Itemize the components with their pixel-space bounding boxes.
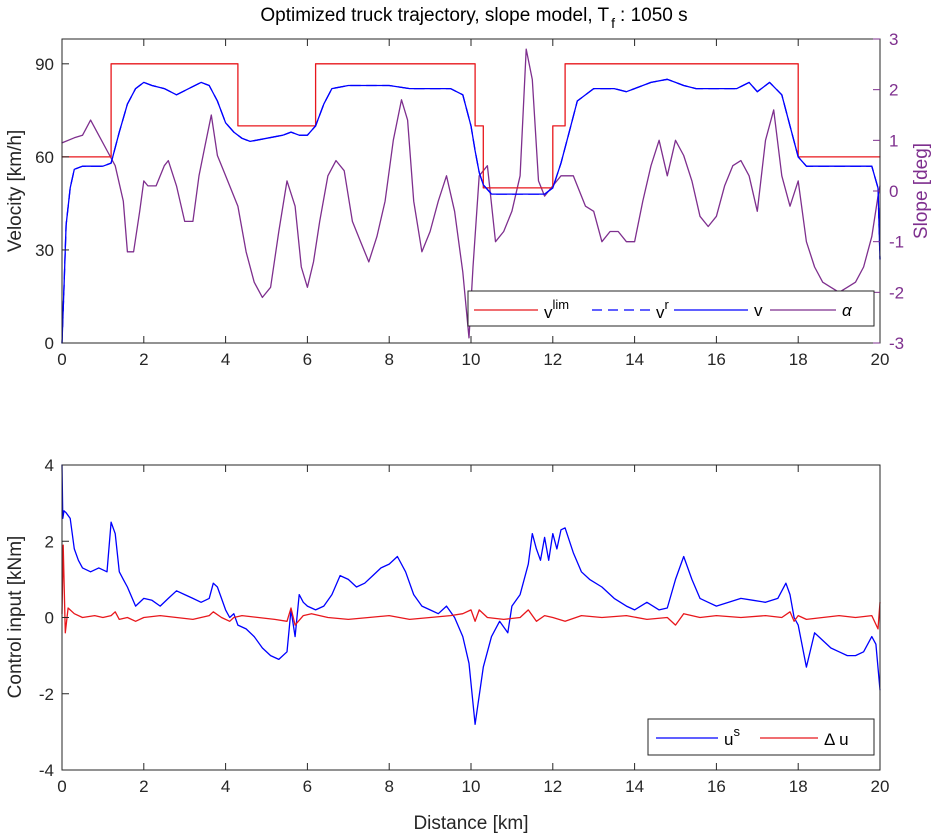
- slope-ytick-label: -1: [889, 233, 904, 252]
- velocity-series-series-line: [61, 48, 881, 339]
- velocity-ylabel: Velocity [km/h]: [5, 130, 26, 253]
- velocity-x-ticks: 0 2 4 6 8 10 12 14 16 18 20: [57, 39, 889, 369]
- slope-ytick-label: 1: [889, 131, 898, 150]
- slope-ytick-label: 0: [889, 182, 898, 201]
- velocity-series-v-line: [61, 78, 881, 344]
- control-xtick-label: 20: [871, 777, 890, 796]
- slope-y-ticks: -3 -2 -1 0 1 2 3: [873, 30, 904, 353]
- control-series-u-s-line: [61, 464, 881, 725]
- control-ytick-label: 2: [45, 532, 54, 551]
- control-xtick-label: 8: [384, 777, 393, 796]
- velocity-xtick-label: 10: [462, 350, 481, 369]
- control-xtick-label: 16: [707, 777, 726, 796]
- velocity-ytick-label: 0: [45, 334, 54, 353]
- velocity-xtick-label: 18: [789, 350, 808, 369]
- velocity-series-group: [61, 48, 881, 344]
- velocity-ytick-label: 60: [35, 148, 54, 167]
- control-y-ticks: -4 -2 0 2 4: [39, 456, 69, 780]
- velocity-xtick-label: 8: [384, 350, 393, 369]
- legend-label-alpha: α: [842, 301, 853, 320]
- control-xtick-label: 12: [543, 777, 562, 796]
- velocity-xtick-label: 16: [707, 350, 726, 369]
- velocity-xtick-label: 0: [57, 350, 66, 369]
- velocity-ytick-label: 90: [35, 55, 54, 74]
- control-legend-box: [647, 718, 875, 756]
- slope-ytick-label: 2: [889, 81, 898, 100]
- control-legend: us Δ u: [647, 718, 875, 756]
- control-xlabel: Distance [km]: [413, 813, 528, 834]
- velocity-xtick-label: 12: [543, 350, 562, 369]
- control-xtick-label: 4: [221, 777, 230, 796]
- control-ytick-label: -2: [39, 685, 54, 704]
- slope-ytick-label: -3: [889, 334, 904, 353]
- chart-title-subscript: f: [611, 15, 615, 31]
- control-ytick-label: 0: [45, 609, 54, 628]
- velocity-legend-box: [467, 290, 875, 327]
- control-xtick-label: 6: [303, 777, 312, 796]
- slope-ytick-label: 3: [889, 30, 898, 49]
- velocity-y-ticks: 0 30 60 90: [35, 55, 69, 353]
- velocity-series-v-lim-line: [61, 63, 881, 189]
- control-xtick-label: 14: [625, 777, 644, 796]
- control-ytick-label: -4: [39, 761, 54, 780]
- velocity-xtick-label: 2: [139, 350, 148, 369]
- velocity-legend: vlim vr v α: [467, 290, 875, 327]
- chart-title: Optimized truck trajectory, slope model,…: [260, 5, 687, 31]
- velocity-xtick-label: 6: [303, 350, 312, 369]
- velocity-xtick-label: 14: [625, 350, 644, 369]
- control-input-plot: 0 2 4 6 8 10 12 14 16 18 20 -4 -2 0 2 4 Control input …: [5, 456, 889, 834]
- slope-ylabel: Slope [deg]: [911, 143, 932, 239]
- control-xtick-label: 2: [139, 777, 148, 796]
- legend-label-v: v: [754, 301, 763, 320]
- velocity-xtick-label: 20: [871, 350, 890, 369]
- control-ytick-label: 4: [45, 456, 54, 475]
- control-series-group: [61, 464, 881, 725]
- legend-label-vlim: vlim: [544, 297, 569, 322]
- chart-title-suffix: : 1050 s: [620, 5, 688, 26]
- velocity-xtick-label: 4: [221, 350, 230, 369]
- legend-label-us: us: [724, 724, 740, 749]
- control-series-u-line: [61, 544, 881, 634]
- control-xtick-label: 0: [57, 777, 66, 796]
- legend-label-du: Δ u: [824, 730, 849, 749]
- control-xtick-label: 10: [462, 777, 481, 796]
- chart-title-main: Optimized truck trajectory, slope model,…: [260, 5, 609, 26]
- control-xtick-label: 18: [789, 777, 808, 796]
- velocity-ytick-label: 30: [35, 241, 54, 260]
- control-x-ticks: 0 2 4 6 8 10 12 14 16 18 20: [57, 465, 889, 796]
- control-ylabel: Control input [kNm]: [5, 536, 26, 699]
- legend-label-vr: vr: [656, 297, 670, 322]
- slope-ytick-label: -2: [889, 283, 904, 302]
